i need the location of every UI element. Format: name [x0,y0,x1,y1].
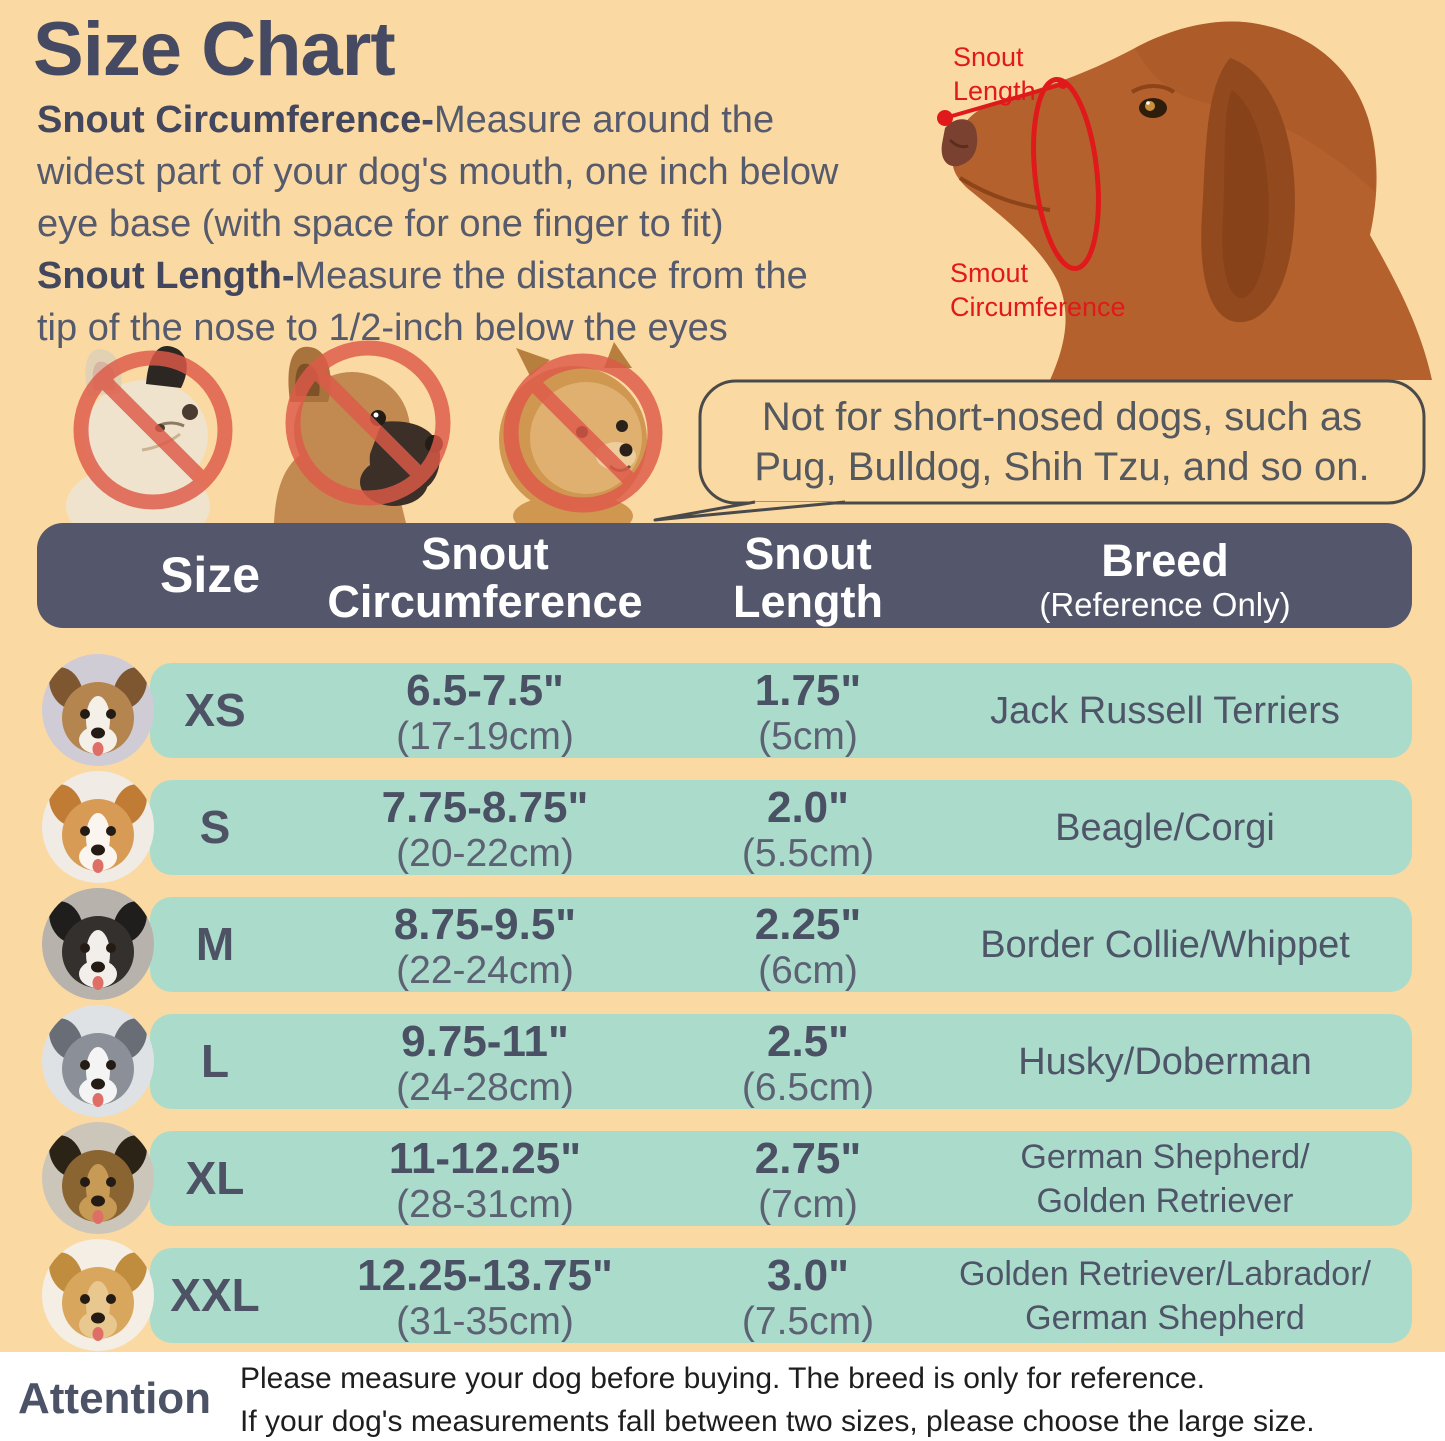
instruction-line: Snout Circumference-Measure around the [37,99,775,141]
prohibited-dogs-photos [66,340,663,523]
circumference-inches: 11-12.25" [388,1134,582,1183]
breed-cell: Border Collie/Whippet [980,923,1350,966]
snout-circumference-ellipse [1031,76,1101,272]
no-sign-icon [285,340,451,506]
length-cm: (6cm) [758,949,858,992]
size-cell: XS [184,684,246,736]
table-header-bar [37,523,1412,628]
size-row-background [150,780,1412,875]
size-cell: XXL [170,1269,260,1321]
snout-length-callout: Snout Length [953,42,1036,106]
length-inches: 2.0" [766,783,850,832]
length-cm: (6.5cm) [741,1066,875,1109]
length-cell: 2.5" (6.5cm) [658,1018,958,1110]
length-cell: 1.75" (5cm) [658,667,958,759]
length-cell: 2.0" (5.5cm) [658,784,958,876]
circumference-cm: (31-35cm) [396,1300,574,1343]
circumference-cm: (17-19cm) [396,715,574,758]
corgi-avatar [42,771,154,883]
circumference-cell: 12.25-13.75" (31-35cm) [285,1252,685,1344]
length-inches: 2.75" [754,1134,862,1183]
size-row-xs: XS 6.5-7.5" (17-19cm) 1.75" (5cm) Jack R… [0,654,1445,766]
column-header-size: Size [159,547,261,603]
dog-head-photo [937,21,1445,380]
circumference-inches: 6.5-7.5" [406,666,564,715]
border-collie-avatar [42,888,154,1000]
size-row-background [150,1131,1412,1226]
warning-text: Not for short-nosed dogs, such as Pug, B… [754,395,1370,489]
snout-length-term: Snout Length- [37,255,295,297]
size-row-background [150,1014,1412,1109]
attention-text: Please measure your dog before buying. T… [240,1362,1315,1438]
breed-cell: Beagle/Corgi [1055,806,1275,849]
snout-length-line [944,82,1064,120]
circumference-cell: 8.75-9.5" (22-24cm) [285,901,685,993]
size-cell: S [199,801,231,853]
circumference-inches: 7.75-8.75" [381,783,589,832]
column-header-length: Snout Length [733,528,883,627]
golden-retriever-avatar [42,1239,154,1351]
circumference-cm: (24-28cm) [396,1066,574,1109]
husky-avatar [42,1005,154,1117]
length-cm: (7.5cm) [741,1300,875,1343]
circumference-cell: 9.75-11" (24-28cm) [285,1018,685,1110]
circumference-cell: 11-12.25" (28-31cm) [285,1135,685,1227]
size-row-m: M 8.75-9.5" (22-24cm) 2.25" (6cm) Border… [0,888,1445,1000]
measurement-overlay [937,76,1101,272]
length-cm: (5.5cm) [741,832,875,875]
size-cell: XL [185,1152,245,1204]
length-cm: (7cm) [758,1183,858,1226]
circumference-inches: 8.75-9.5" [393,900,577,949]
instruction-line: Snout Length-Measure the distance from t… [37,255,808,297]
instruction-line: widest part of your dog's mouth, one inc… [37,151,839,193]
length-inches: 1.75" [754,666,862,715]
size-row-background [150,1248,1412,1343]
size-cell: L [200,1035,230,1087]
length-inches: 2.5" [766,1017,850,1066]
measuring-instructions: Snout Circumference-Measure around the w… [37,94,839,354]
circumference-cell: 6.5-7.5" (17-19cm) [285,667,685,759]
size-row-background [150,663,1412,758]
size-cell: M [195,918,235,970]
jack-russell-terrier-avatar [42,654,154,766]
breed-cell: Golden Retriever/Labrador/ German Shephe… [958,1254,1371,1337]
attention-footer [0,1352,1445,1441]
size-row-xxl: XXL 12.25-13.75" (31-35cm) 3.0" (7.5cm) … [0,1239,1445,1351]
measure-dot [1058,79,1068,89]
attention-label: Attention [18,1374,212,1423]
length-inches: 3.0" [766,1251,850,1300]
circumference-cm: (22-24cm) [396,949,574,992]
length-cell: 3.0" (7.5cm) [658,1252,958,1344]
breed-reference-note: (Reference Only) [1039,586,1291,623]
length-cm: (5cm) [758,715,858,758]
column-header-breed: Breed (Reference Only) [965,537,1365,625]
length-inches: 2.25" [754,900,862,949]
german-shepherd-avatar [42,1122,154,1234]
instruction-line: eye base (with space for one finger to f… [37,203,724,245]
breed-cell: German Shepherd/ Golden Retriever [1020,1137,1310,1220]
speech-bubble [653,379,1426,522]
length-cell: 2.25" (6cm) [658,901,958,993]
circumference-cm: (20-22cm) [396,832,574,875]
length-cell: 2.75" (7cm) [658,1135,958,1227]
size-row-xl: XL 11-12.25" (28-31cm) 2.75" (7cm) Germa… [0,1122,1445,1234]
size-row-s: S 7.75-8.75" (20-22cm) 2.0" (5.5cm) Beag… [0,771,1445,883]
no-sign-icon [73,350,233,510]
column-header-circumference: Snout Circumference [327,528,643,627]
snout-circumference-callout: Smout Circumference [950,258,1126,322]
size-row-l: L 9.75-11" (24-28cm) 2.5" (6.5cm) Husky/… [0,1005,1445,1117]
size-row-background [150,897,1412,992]
circumference-cell: 7.75-8.75" (20-22cm) [285,784,685,876]
breed-cell: Jack Russell Terriers [990,689,1340,732]
snout-circumference-term: Snout Circumference- [37,99,434,141]
page-title: Size Chart [33,7,396,92]
breed-cell: Husky/Doberman [1018,1040,1312,1083]
vizsla-head-illustration [941,21,1445,380]
circumference-cm: (28-31cm) [396,1183,574,1226]
circumference-inches: 9.75-11" [401,1017,569,1066]
circumference-inches: 12.25-13.75" [357,1251,613,1300]
measure-dot [937,110,953,126]
no-sign-icon [503,353,663,513]
